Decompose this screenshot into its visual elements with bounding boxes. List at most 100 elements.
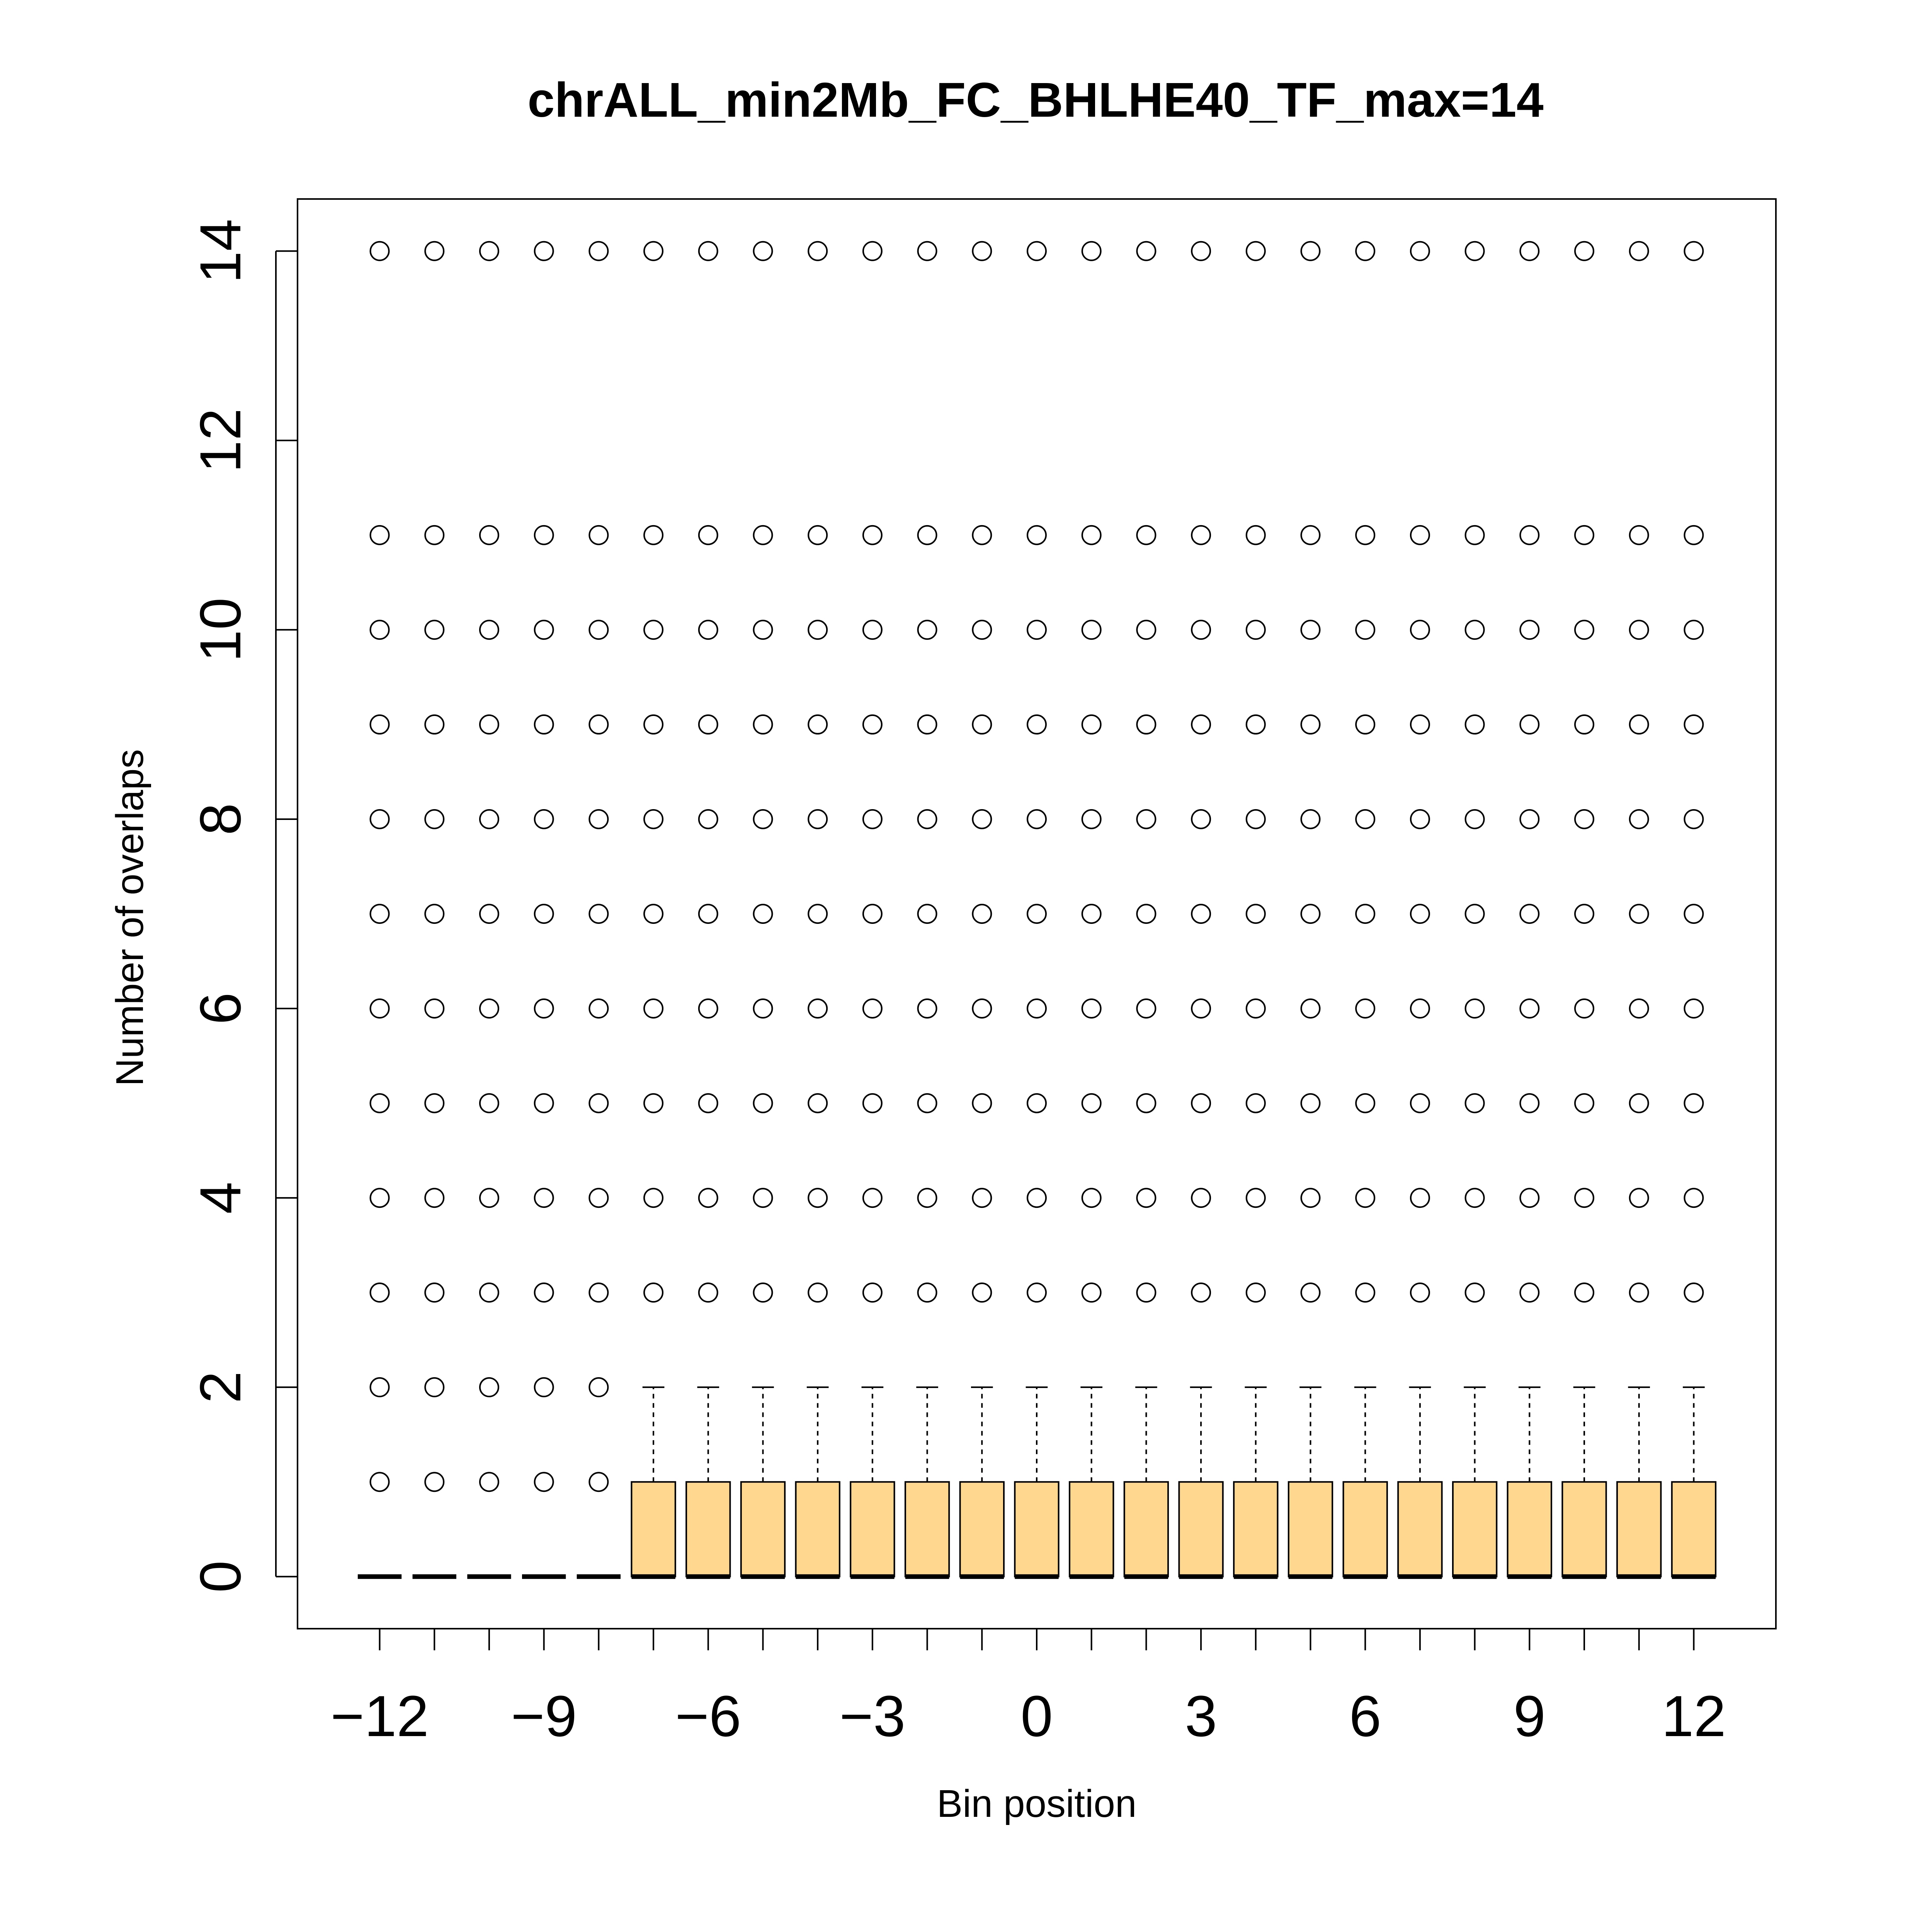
- outlier-point: [643, 998, 664, 1019]
- box-iqr: [1014, 1481, 1060, 1578]
- outlier-point: [424, 241, 445, 261]
- bin-box: [1123, 241, 1169, 1579]
- bin-box: [685, 241, 731, 1579]
- bin-box: [959, 241, 1005, 1579]
- outlier-point: [1410, 1282, 1430, 1303]
- outlier-point: [698, 809, 718, 829]
- outlier-point: [1355, 1188, 1376, 1208]
- outlier-point: [917, 525, 937, 545]
- outlier-point: [534, 241, 554, 261]
- outlier-point: [753, 1282, 773, 1303]
- outlier-point: [1191, 998, 1211, 1019]
- outlier-point: [972, 1093, 992, 1114]
- outlier-point: [972, 1188, 992, 1208]
- box-iqr: [1452, 1481, 1498, 1578]
- box-iqr: [740, 1481, 786, 1578]
- outlier-point: [862, 809, 883, 829]
- outlier-point: [1519, 904, 1540, 924]
- outlier-point: [917, 904, 937, 924]
- outlier-point: [698, 525, 718, 545]
- outlier-point: [1355, 619, 1376, 640]
- outlier-point: [1684, 809, 1704, 829]
- bin-box: [1452, 241, 1498, 1579]
- outlier-point: [369, 904, 390, 924]
- bin-box: [795, 241, 840, 1579]
- outlier-point: [808, 525, 828, 545]
- outlier-point: [1574, 714, 1595, 735]
- outlier-point: [588, 809, 609, 829]
- y-tick-label: 10: [188, 597, 253, 662]
- outlier-point: [534, 525, 554, 545]
- outlier-point: [808, 1093, 828, 1114]
- outlier-point: [917, 714, 937, 735]
- x-tick-label: −6: [675, 1684, 741, 1748]
- x-tick-label: 9: [1514, 1684, 1546, 1748]
- x-axis-label: Bin position: [937, 1782, 1137, 1825]
- outlier-point: [479, 1188, 499, 1208]
- outlier-point: [753, 525, 773, 545]
- outlier-point: [972, 998, 992, 1019]
- outlier-point: [1410, 241, 1430, 261]
- outlier-point: [1464, 998, 1485, 1019]
- box-iqr: [1507, 1481, 1553, 1578]
- outlier-point: [1300, 998, 1321, 1019]
- outlier-point: [1519, 998, 1540, 1019]
- outlier-point: [424, 525, 445, 545]
- outlier-point: [862, 241, 883, 261]
- y-tick-label: 0: [188, 1561, 253, 1593]
- box-iqr: [1342, 1481, 1388, 1578]
- outlier-point: [1410, 904, 1430, 924]
- box-iqr: [1233, 1481, 1279, 1578]
- outlier-point: [1684, 1282, 1704, 1303]
- outlier-point: [479, 525, 499, 545]
- outlier-point: [808, 714, 828, 735]
- outlier-point: [698, 998, 718, 1019]
- box-iqr: [631, 1481, 676, 1578]
- outlier-point: [1519, 619, 1540, 640]
- bin-box: [740, 241, 786, 1579]
- outlier-point: [424, 714, 445, 735]
- box-iqr: [1397, 1481, 1443, 1578]
- box-iqr: [795, 1481, 840, 1578]
- outlier-point: [1464, 1093, 1485, 1114]
- bin-box: [1014, 241, 1060, 1579]
- outlier-point: [753, 619, 773, 640]
- outlier-point: [1027, 619, 1047, 640]
- outlier-point: [862, 1188, 883, 1208]
- outlier-point: [1410, 1093, 1430, 1114]
- outlier-point: [1684, 904, 1704, 924]
- outlier-point: [1629, 809, 1649, 829]
- outlier-point: [534, 1282, 554, 1303]
- outlier-point: [1027, 1188, 1047, 1208]
- bin-box: [412, 241, 456, 1579]
- outlier-point: [479, 904, 499, 924]
- outlier-point: [698, 1282, 718, 1303]
- box-iqr: [1671, 1481, 1717, 1578]
- outlier-point: [479, 619, 499, 640]
- outlier-point: [643, 1093, 664, 1114]
- outlier-point: [1355, 1093, 1376, 1114]
- x-axis: −12 −9 −6 −3 0 3 6 9 12: [330, 1629, 1726, 1748]
- box-iqr: [1616, 1481, 1662, 1578]
- outlier-point: [862, 1282, 883, 1303]
- outlier-point: [1027, 714, 1047, 735]
- outlier-point: [753, 904, 773, 924]
- outlier-point: [1081, 525, 1102, 545]
- outlier-point: [1574, 998, 1595, 1019]
- box-iqr: [1123, 1481, 1169, 1578]
- outlier-point: [1629, 241, 1649, 261]
- outlier-point: [1300, 904, 1321, 924]
- outlier-point: [917, 241, 937, 261]
- outlier-point: [1410, 714, 1430, 735]
- outlier-point: [1300, 714, 1321, 735]
- y-tick-label: 8: [188, 803, 253, 835]
- outlier-point: [1300, 1188, 1321, 1208]
- outlier-point: [1191, 1188, 1211, 1208]
- bin-box: [522, 241, 566, 1579]
- outlier-point: [1574, 1188, 1595, 1208]
- outlier-point: [369, 1093, 390, 1114]
- plot-marks: [357, 241, 1717, 1579]
- outlier-point: [1410, 525, 1430, 545]
- box-iqr: [850, 1481, 895, 1578]
